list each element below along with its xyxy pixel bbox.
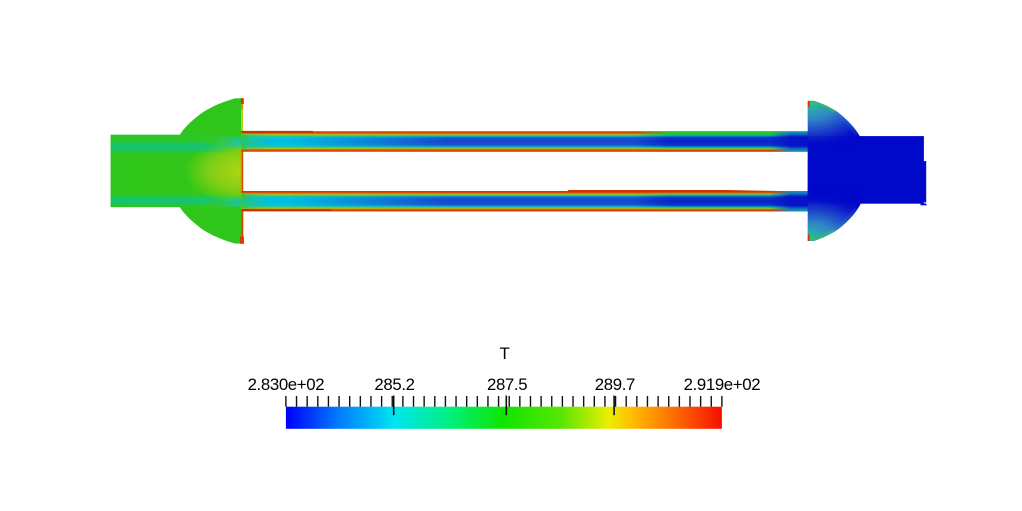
svg-text:2.830e+02: 2.830e+02 — [248, 375, 325, 394]
svg-text:285.2: 285.2 — [374, 375, 414, 394]
svg-text:2.919e+02: 2.919e+02 — [684, 375, 761, 394]
svg-text:T: T — [499, 344, 509, 363]
svg-text:287.5: 287.5 — [487, 375, 527, 394]
svg-text:289.7: 289.7 — [595, 375, 635, 394]
